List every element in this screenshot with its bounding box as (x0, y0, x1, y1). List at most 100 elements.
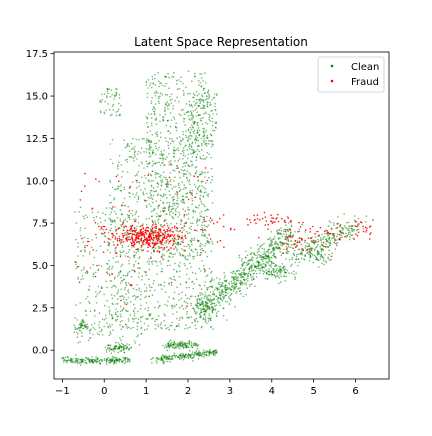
data-point (108, 311, 111, 313)
data-point (176, 286, 178, 289)
data-point (216, 289, 219, 291)
data-point (200, 307, 202, 310)
data-point (255, 257, 258, 260)
data-point (110, 208, 113, 210)
data-point (128, 191, 130, 194)
data-point (147, 239, 150, 241)
data-point (300, 243, 303, 246)
data-point (335, 242, 337, 245)
data-point (210, 272, 212, 274)
data-point (172, 358, 174, 361)
data-point (192, 250, 194, 253)
data-point (193, 342, 196, 345)
data-point (290, 246, 292, 249)
data-point (126, 213, 129, 216)
data-point (167, 358, 169, 360)
data-point (175, 303, 178, 306)
data-point (156, 194, 159, 197)
data-point (195, 206, 198, 209)
data-point (133, 153, 136, 156)
data-point (79, 358, 81, 361)
data-point (136, 201, 139, 203)
data-point (110, 294, 113, 296)
data-point (158, 218, 160, 220)
data-point (173, 248, 175, 250)
data-point (196, 148, 199, 151)
data-point (130, 212, 132, 215)
data-point (157, 324, 160, 326)
data-point (179, 270, 181, 273)
data-point (141, 224, 144, 227)
data-point (194, 75, 196, 77)
data-point (221, 296, 224, 298)
data-point (90, 328, 92, 331)
data-point (197, 207, 199, 209)
data-point (79, 364, 82, 367)
data-point (163, 193, 165, 195)
data-point (192, 115, 194, 118)
data-point (295, 272, 298, 275)
data-point (199, 215, 202, 217)
data-point (126, 327, 129, 329)
data-point (197, 80, 200, 82)
data-point (162, 244, 164, 246)
data-point (235, 292, 237, 294)
data-point (275, 269, 278, 272)
data-point (133, 294, 136, 297)
data-point (189, 131, 192, 133)
data-point (142, 191, 144, 193)
data-point (109, 325, 112, 328)
data-point (152, 245, 155, 247)
data-point (192, 152, 194, 155)
data-point (249, 219, 251, 221)
data-point (170, 223, 172, 225)
data-point (201, 144, 203, 146)
data-point (202, 106, 205, 109)
data-point (320, 249, 323, 251)
data-point (131, 156, 133, 158)
data-point (266, 261, 268, 263)
data-point (203, 218, 205, 221)
data-point (182, 354, 185, 357)
data-point (174, 237, 176, 239)
data-point (150, 256, 152, 258)
data-point (111, 105, 114, 107)
data-point (286, 228, 289, 231)
data-point (193, 100, 195, 103)
data-point (194, 109, 197, 111)
data-point (264, 265, 267, 268)
data-point (209, 317, 212, 320)
data-point (194, 310, 196, 313)
data-point (314, 236, 317, 238)
data-point (320, 254, 323, 257)
data-point (171, 357, 174, 359)
data-point (99, 221, 102, 224)
data-point (188, 172, 190, 174)
data-point (197, 104, 200, 107)
data-point (197, 306, 200, 308)
data-point (94, 221, 97, 224)
data-point (252, 257, 254, 259)
data-point (164, 158, 167, 160)
data-point (152, 179, 155, 182)
data-point (288, 258, 291, 261)
data-point (344, 225, 346, 227)
data-point (158, 204, 161, 206)
data-point (187, 70, 190, 73)
data-point (115, 175, 118, 178)
data-point (255, 272, 258, 275)
data-point (127, 349, 130, 351)
data-point (199, 194, 202, 197)
data-point (172, 198, 175, 201)
data-point (86, 244, 89, 247)
data-point (195, 327, 197, 330)
legend-box (317, 56, 385, 93)
data-point (76, 331, 78, 334)
data-point (106, 262, 108, 265)
data-point (148, 172, 150, 175)
data-point (342, 227, 344, 230)
data-point (240, 273, 243, 276)
data-point (181, 237, 184, 239)
data-point (312, 241, 314, 243)
